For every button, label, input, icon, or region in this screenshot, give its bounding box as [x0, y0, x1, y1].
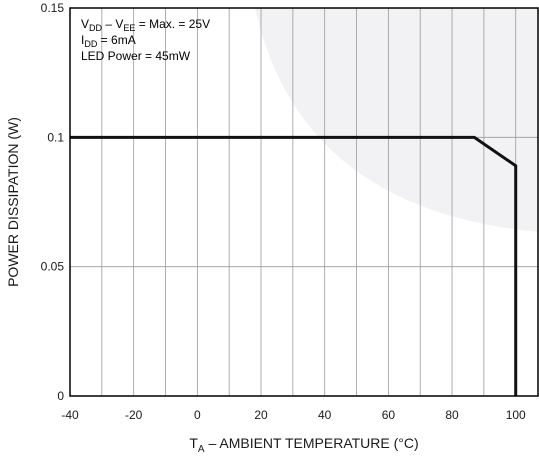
x-tick-label: -40 — [61, 408, 79, 422]
x-axis-label: TA – AMBIENT TEMPERATURE (°C) — [189, 435, 418, 455]
x-tick-label: 0 — [194, 408, 201, 422]
annotation-line: LED Power = 45mW — [81, 49, 191, 63]
y-tick-label: 0.05 — [41, 260, 65, 274]
power-derating-curve — [70, 135, 518, 396]
annotation-line: VDD – VEE = Max. = 25V — [81, 17, 210, 33]
x-tick-label: 60 — [382, 408, 396, 422]
background-watermark-arc — [255, 8, 539, 232]
x-tick-label: 80 — [445, 408, 459, 422]
y-axis-label: POWER DISSIPATION (W) — [5, 117, 21, 287]
series-group — [70, 135, 518, 396]
y-tick-labels: 0 0.05 0.1 0.15 — [41, 1, 65, 403]
plot-frame — [69, 7, 539, 397]
x-tick-label: -20 — [125, 408, 143, 422]
x-tick-labels: -40 -20 0 20 40 60 80 100 — [61, 408, 526, 422]
y-tick-label: 0.15 — [41, 1, 65, 15]
y-tick-label: 0.1 — [47, 130, 64, 144]
x-tick-label: 40 — [318, 408, 332, 422]
x-tick-label: 20 — [254, 408, 268, 422]
annotation-line: IDD = 6mA — [81, 33, 136, 49]
x-tick-label: 100 — [506, 408, 526, 422]
y-tick-label: 0 — [57, 389, 64, 403]
